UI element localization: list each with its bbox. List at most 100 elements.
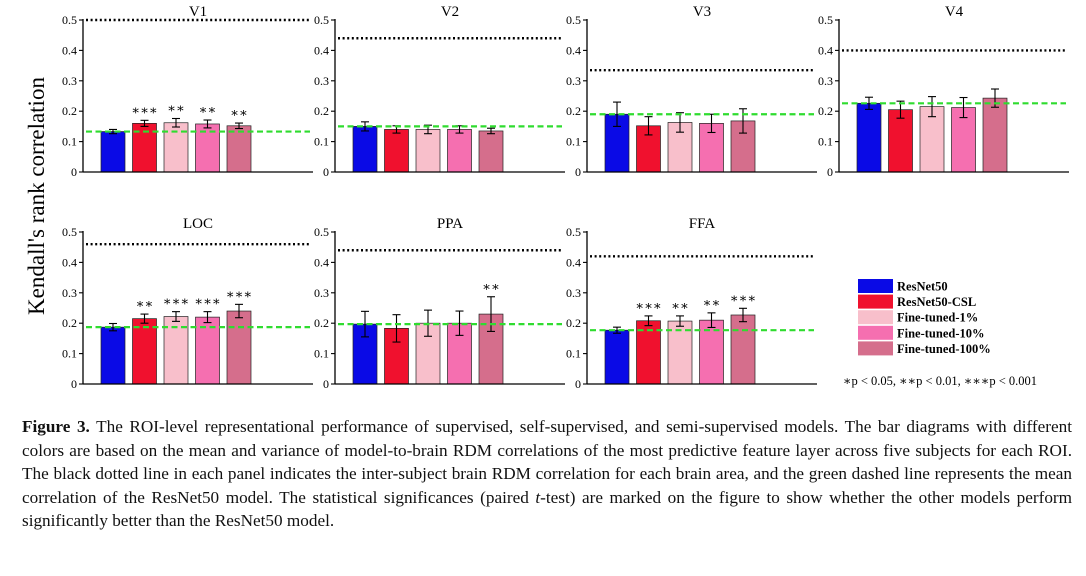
bar-fine-tuned-100- [226,125,252,173]
caption-italic-t: t [535,487,541,507]
panel-v3: 0 0.1 0.2 0.3 0.4 0.5 V3 [566,4,817,179]
significance-stars: ∗∗ [199,102,217,117]
y-tick-label: 0.3 [818,74,833,88]
significance-stars: ∗∗∗ [194,294,221,309]
y-tick-label: 0.5 [314,13,329,27]
legend-swatch [858,310,893,325]
panel-v1: ∗∗∗ ∗∗ ∗∗ ∗∗00.10.20.30.40.5 V1 [62,4,313,179]
y-tick-label: 0.2 [62,104,77,118]
bar-resnet50 [100,131,126,173]
bar-resnet50 [604,329,630,385]
y-tick-label: 0.3 [566,286,581,300]
panel-title: FFA [689,216,716,232]
legend-swatch [858,325,893,340]
y-tick-label: 0.4 [62,43,77,57]
significance-stars: ∗∗∗ [226,286,253,301]
y-tick-label: 0 [575,377,581,391]
significance-stars: ∗∗∗ [131,102,158,117]
y-tick-label: 0.5 [566,225,581,239]
y-tick-label: 0.3 [314,286,329,300]
bar-fine-tuned-1- [919,106,945,173]
y-tick-label: 0.2 [818,104,833,118]
panel-ppa: ∗∗ 0 0.1 0.2 0.3 0.4 0.5 PPA [314,216,565,391]
bar-fine-tuned-100- [478,130,504,173]
y-tick-label: 0 [575,165,581,179]
panel-v2: 0 0.1 0.2 0.3 0.4 0.5 V2 [314,4,565,179]
y-tick-label: 0.5 [62,13,77,27]
figure-charts: Kendall's rank correlation ∗∗∗ ∗∗ ∗∗ ∗∗00.1… [24,4,1069,391]
y-tick-label: 0.4 [818,43,833,57]
panel-title: PPA [437,216,463,232]
panel-ffa: ∗∗∗ ∗∗ ∗∗ ∗∗∗00.10.20.30.40.5 FFA [566,216,817,391]
legend-label: ResNet50 [897,280,948,294]
y-tick-label: 0.1 [314,347,329,361]
panel-loc: ∗∗ ∗∗∗ ∗∗∗ ∗∗∗00.10.20.30.40.5 LOC [62,216,313,391]
bar-fine-tuned-10- [447,129,472,173]
panel-title: LOC [183,216,213,232]
bar-fine-tuned-1- [667,320,693,385]
y-axis-label: Kendall's rank correlation [24,77,49,315]
significance-stars: ∗∗ [482,279,500,294]
bar-resnet50-csl [132,318,157,385]
y-tick-label: 0.4 [314,43,329,57]
y-tick-label: 0.1 [62,135,77,149]
caption-text-a: The ROI-level representational performan… [22,417,1073,507]
panel-title: V3 [693,4,711,20]
significance-stars: ∗∗ [671,298,689,313]
y-tick-label: 0.5 [818,13,833,27]
bar-fine-tuned-100- [982,97,1008,173]
y-tick-label: 0.4 [566,43,581,57]
y-tick-label: 0.1 [62,347,77,361]
y-tick-label: 0.4 [62,255,77,269]
y-tick-label: 0 [71,165,77,179]
bar-resnet50-csl [384,129,409,173]
y-tick-label: 0.1 [818,135,833,149]
legend-label: Fine-tuned-100% [897,342,991,356]
panels-group: ∗∗∗ ∗∗ ∗∗ ∗∗00.10.20.30.40.5 V100.10.20.30.4… [62,4,1069,391]
panel-title: V4 [945,4,964,20]
significance-stars: ∗∗ [136,296,154,311]
bar-fine-tuned-100- [226,310,252,385]
legend-swatch [858,341,893,356]
y-tick-label: 0 [323,377,329,391]
bar-fine-tuned-100- [730,314,756,385]
bar-fine-tuned-10- [699,319,724,385]
significance-stars: ∗∗∗ [730,290,757,305]
y-tick-label: 0.1 [566,135,581,149]
bar-fine-tuned-1- [163,122,189,173]
legend-swatch [858,279,893,293]
figure-caption: Figure 3. The ROI-level representational… [22,415,1072,533]
significance-stars: ∗∗ [230,105,248,120]
significance-stars: ∗∗ [167,100,185,115]
legend-label: Fine-tuned-10% [897,326,985,340]
caption-label: Figure 3. [22,417,90,436]
y-tick-label: 0.2 [566,316,581,330]
y-tick-label: 0.2 [314,316,329,330]
y-tick-label: 0 [71,377,77,391]
y-tick-label: 0 [827,165,833,179]
bar-fine-tuned-1- [415,129,441,173]
y-tick-label: 0.3 [62,74,77,88]
panel-v4: 0 0.1 0.2 0.3 0.4 0.5 V4 [818,4,1069,179]
bar-fine-tuned-10- [951,107,976,173]
bar-resnet50-csl [888,109,913,173]
panel-title: V2 [441,4,459,20]
legend: ResNet50ResNet50-CSLFine-tuned-1%Fine-tu… [858,279,991,356]
y-tick-label: 0.2 [62,316,77,330]
significance-stars: ∗∗ [703,295,721,310]
y-tick-label: 0.2 [566,104,581,118]
significance-stars: ∗∗∗ [635,298,662,313]
y-tick-label: 0.2 [314,104,329,118]
y-tick-label: 0.4 [566,255,581,269]
legend-swatch [858,294,893,309]
bar-fine-tuned-10- [195,316,220,385]
y-tick-label: 0.5 [62,225,77,239]
y-tick-label: 0.3 [314,74,329,88]
bar-resnet50 [856,102,882,173]
bar-resnet50 [100,326,126,385]
y-tick-label: 0.5 [566,13,581,27]
legend-label: Fine-tuned-1% [897,311,978,325]
y-tick-label: 0.1 [566,347,581,361]
bar-resnet50 [352,126,378,173]
y-tick-label: 0.3 [62,286,77,300]
